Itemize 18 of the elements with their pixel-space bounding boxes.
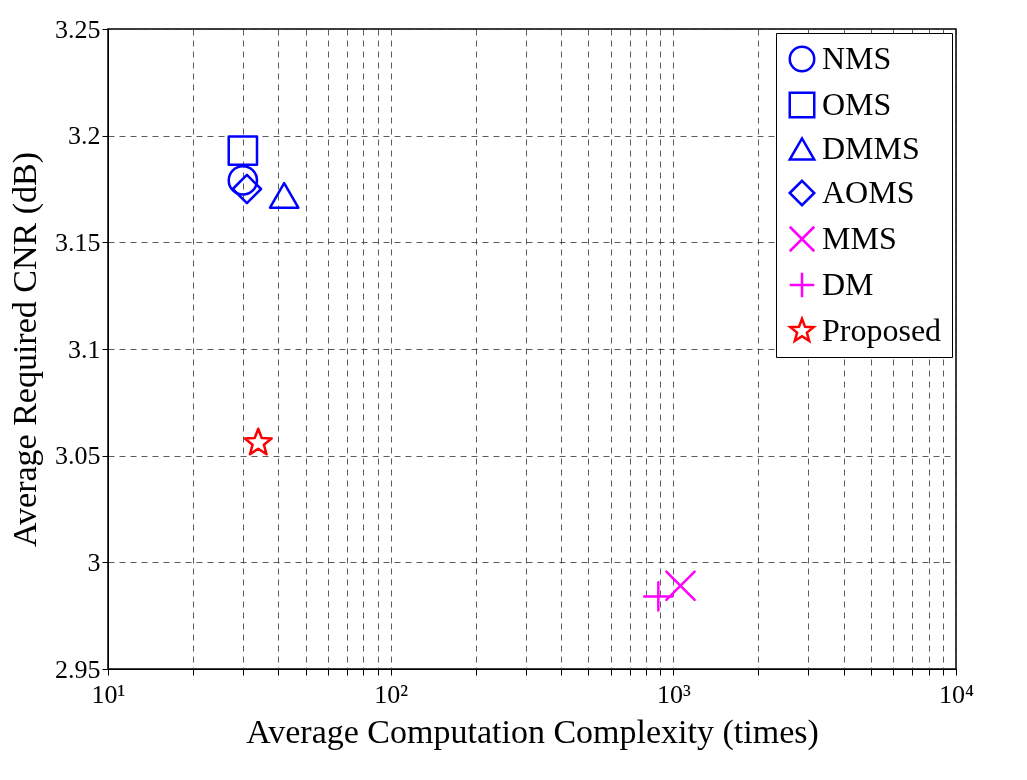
y-tick-label: 3 [87,547,101,577]
y-tick-label: 3.1 [68,334,101,364]
legend-label: NMS [822,40,892,76]
x-tick-label: 10⁴ [938,679,975,709]
legend-label: OMS [822,86,892,122]
legend-label: Proposed [822,312,942,348]
legend-label: DMMS [822,130,920,166]
x-tick-label: 10³ [656,679,691,709]
y-axis-title: Average Required CNR (dB) [6,152,44,547]
legend-label: DM [822,266,874,302]
y-tick-label: 3.15 [55,227,101,257]
y-tick-label: 3.2 [68,121,101,151]
x-tick-label: 10² [374,679,409,709]
legend-label: AOMS [822,174,915,210]
x-axis-title: Average Computation Complexity (times) [246,712,819,751]
y-tick-label: 3.05 [55,441,101,471]
legend-label: MMS [822,220,897,256]
y-tick-label: 3.25 [55,14,101,44]
